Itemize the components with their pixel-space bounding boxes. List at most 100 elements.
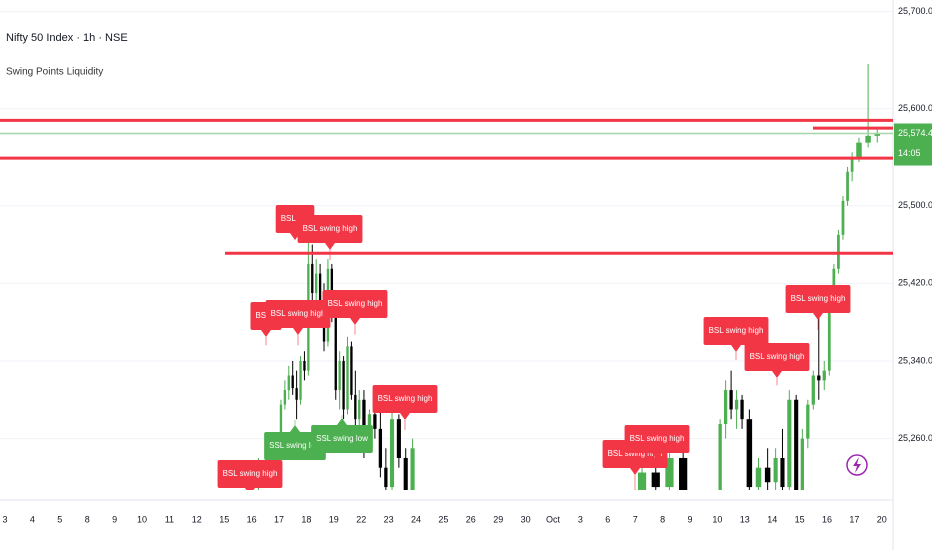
label-pointer [325,243,335,250]
x-tick-label: 10 [712,514,722,524]
candle-body [806,404,810,439]
candle-body [865,135,871,143]
label-box [297,215,363,243]
candle-body [291,375,294,389]
label-pointer [772,371,782,378]
swing-label: BSL swing high [785,285,851,330]
x-tick-label: 10 [137,514,147,524]
label-text: BSL swing high [378,394,433,403]
label-pointer [290,233,300,240]
candle-body [734,399,739,410]
label-text: SSL swing low [269,441,321,450]
swing-label: BSL swing high [744,343,810,386]
candle-body [346,346,349,410]
label-box [217,460,283,488]
x-tick-label: 7 [633,514,638,524]
candle-body [315,273,318,294]
candle-body [718,424,722,490]
x-tick-label: 5 [57,514,62,524]
candle-body [637,472,647,490]
x-tick-label: 14 [767,514,777,524]
label-box [264,432,326,460]
candle-body [410,448,415,490]
candle-body [311,263,314,294]
swing-label: BSL swing high [372,385,438,430]
candle-body [373,414,377,429]
candle-body [827,307,831,371]
label-text: BSL swing high [608,449,663,458]
x-tick-label: 22 [356,514,366,524]
x-tick-label: 6 [605,514,610,524]
x-tick-label: 29 [493,514,503,524]
candle-body [378,428,383,468]
x-tick-label: 17 [274,514,284,524]
candle-body [794,399,799,490]
x-tick-label: 24 [411,514,421,524]
candle-body [342,360,345,410]
label-pointer [400,413,410,420]
label-pointer [293,328,303,335]
label-pointer [245,488,255,490]
swing-label: SSL swing low [264,420,326,460]
x-tick-label: 12 [192,514,202,524]
label-box [785,285,851,313]
y-tick-label: 25,700.00 [898,6,932,16]
alert-icon-bolt [853,457,861,473]
candle-body [338,360,341,391]
label-box [624,425,690,453]
label-text: BSL swing high [791,294,846,303]
swing-label: BSL swing high [217,460,283,490]
x-tick-label: 4 [30,514,35,524]
x-tick-label: 20 [877,514,887,524]
x-tick-label: 18 [301,514,311,524]
candle-body [295,388,298,400]
candle-body [287,375,290,391]
candle-body [780,457,785,488]
last-price-label: 25,574.40 [898,128,932,138]
candle-body [764,467,771,483]
candle-body [362,399,366,449]
candle-body [384,467,388,488]
x-tick-label: 30 [521,514,531,524]
x-tick-label: 17 [849,514,859,524]
label-text: BSL swing high [709,326,764,335]
label-text: BSL swing high [223,469,278,478]
candle-body [846,171,849,201]
candle-body [746,419,753,488]
label-box [322,290,388,318]
label-text: BSL swing high [630,434,685,443]
x-tick-label: 15 [219,514,229,524]
candle-body [822,370,826,381]
candle-body [396,419,401,458]
y-tick-label: 25,260.00 [898,433,932,443]
label-text: BSL swing high [303,224,358,233]
countdown: 14:05 [898,148,921,158]
label-pointer [350,318,360,325]
x-tick-label: 8 [660,514,665,524]
x-tick-label: 11 [165,514,174,524]
y-tick-label: 25,340.00 [898,355,932,365]
x-tick-label: 8 [85,514,90,524]
candle-body [389,419,395,488]
candle-body [729,390,733,410]
label-pointer [652,453,662,460]
y-tick-label: 25,420.00 [898,278,932,288]
x-tick-label: 3 [2,514,7,524]
candle-body [279,404,283,449]
candle-body [811,375,815,405]
label-pointer [813,313,823,320]
label-text: BSL swing high [750,352,805,361]
alert-icon[interactable] [846,454,868,476]
x-tick-label: 26 [466,514,476,524]
chart-title: Nifty 50 Index · 1h · NSE [6,32,128,44]
label-text: BSL swi [281,214,310,223]
label-box [744,343,810,371]
candle-body [773,457,778,483]
label-pointer [337,418,347,425]
last-price-box [894,123,932,166]
candle-body [800,438,804,490]
candle-body [679,457,688,490]
